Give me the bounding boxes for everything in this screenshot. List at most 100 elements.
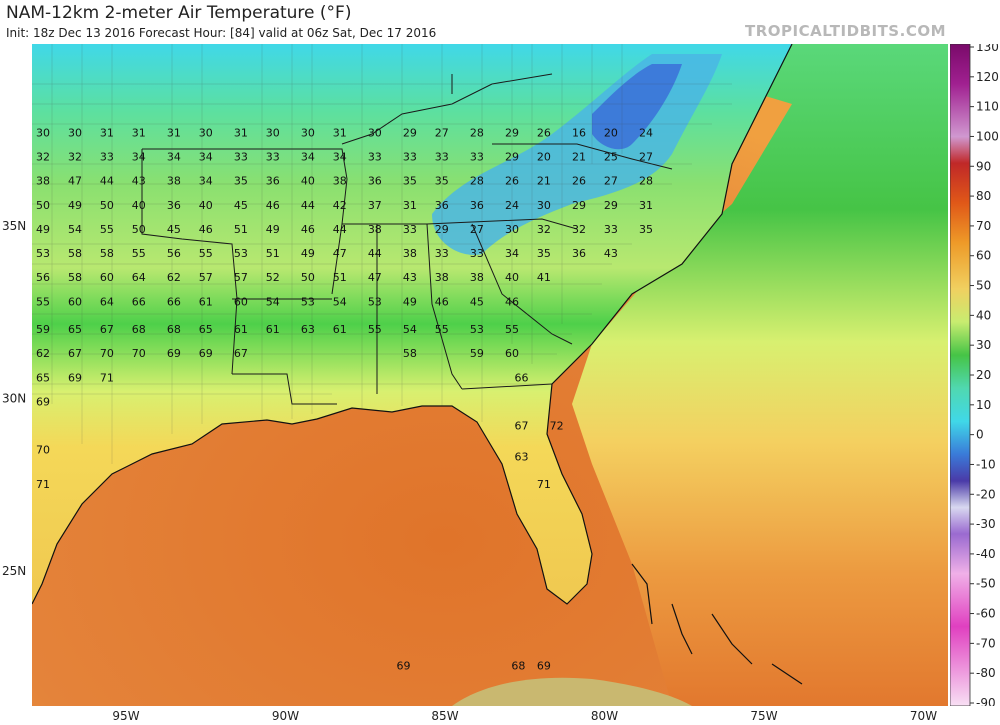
temperature-value: 46 [505,295,519,308]
temperature-value: 53 [234,247,248,260]
temperature-value: 36 [266,175,280,188]
temperature-value: 58 [100,247,114,260]
temperature-value: 71 [100,371,114,384]
temperature-value: 34 [199,150,213,163]
colorbar-tick-label: -10 [976,457,996,471]
temperature-value: 30 [199,126,213,139]
temperature-value: 43 [403,271,417,284]
temperature-value: 49 [301,247,315,260]
temperature-value: 32 [36,150,50,163]
temperature-value: 30 [36,126,50,139]
temperature-value: 37 [368,199,382,212]
temperature-value: 36 [572,247,586,260]
temperature-value: 51 [266,247,280,260]
temperature-value: 56 [167,247,181,260]
temperature-value: 59 [470,347,484,360]
temperature-value: 49 [266,223,280,236]
temperature-value: 30 [68,126,82,139]
colorbar-tick-label: 120 [976,70,999,84]
temperature-value: 38 [403,247,417,260]
temperature-value: 66 [515,371,529,384]
source-credit: TROPICALTIDBITS.COM [745,22,946,40]
chart-title: NAM-12km 2-meter Air Temperature (°F) [6,3,352,23]
colorbar-ticks: 1301201101009080706050403020100-10-20-30… [970,44,999,706]
temperature-value: 40 [301,175,315,188]
temperature-value: 34 [505,247,519,260]
temperature-value: 42 [333,199,347,212]
temperature-value: 65 [199,323,213,336]
temperature-value: 38 [36,175,50,188]
state-borders [141,73,673,405]
colorbar-tick-label: 30 [976,338,991,352]
temperature-value: 33 [266,150,280,163]
temperature-value: 61 [266,323,280,336]
atlantic-ocean [572,44,948,706]
temperature-value: 33 [403,223,417,236]
temperature-value: 63 [515,451,529,464]
temperature-value: 36 [368,175,382,188]
temperature-value: 64 [100,295,114,308]
temperature-value: 67 [234,347,248,360]
temperature-labels: 30 30 31 31 31 30 31 30 30 31 30 29 27 28 29 26 16 20 24 32… [36,126,653,672]
temperature-value: 61 [199,295,213,308]
colorbar-tick-label: 80 [976,189,991,203]
temperature-value: 29 [403,126,417,139]
temperature-value: 46 [266,199,280,212]
temperature-value: 30 [368,126,382,139]
temperature-value: 30 [505,223,519,236]
colorbar-tick-label: 40 [976,308,991,322]
temperature-value: 36 [435,199,449,212]
colorbar-tick-label: -60 [976,607,996,621]
temperature-value: 67 [100,323,114,336]
temperature-value: 38 [470,271,484,284]
temperature-value: 57 [199,271,213,284]
temperature-value: 20 [537,150,551,163]
temperature-value: 54 [403,323,417,336]
temperature-value: 53 [470,323,484,336]
temperature-value: 68 [132,323,146,336]
temperature-value: 30 [266,126,280,139]
colorbar-tick-label: -80 [976,666,996,680]
temperature-value: 51 [333,271,347,284]
temperature-value: 32 [537,223,551,236]
temperature-value: 28 [470,175,484,188]
temperature-value: 46 [435,295,449,308]
temperature-value: 34 [132,150,146,163]
temperature-value: 52 [266,271,280,284]
colorbar-tick-label: -50 [976,577,996,591]
temperature-value: 45 [234,199,248,212]
temperature-value: 50 [301,271,315,284]
temperature-value: 38 [368,223,382,236]
temperature-value: 33 [368,150,382,163]
temperature-value: 61 [234,323,248,336]
temperature-value: 49 [36,223,50,236]
temperature-value: 72 [550,420,564,433]
latitude-label: 25N [2,564,26,578]
temperature-value: 35 [435,175,449,188]
longitude-axis: 95W 90W 85W 80W 75W 70W [112,709,937,723]
temperature-value: 55 [100,223,114,236]
temperature-value: 68 [167,323,181,336]
temperature-value: 30 [537,199,551,212]
temperature-value: 43 [604,247,618,260]
temperature-value: 38 [435,271,449,284]
temperature-value: 33 [234,150,248,163]
temperature-value: 46 [301,223,315,236]
temperature-value: 60 [68,295,82,308]
temperature-value: 44 [100,175,114,188]
temperature-value: 66 [132,295,146,308]
temperature-value: 29 [572,199,586,212]
colorbar-tick-label: 100 [976,129,999,143]
temperature-value: 36 [470,199,484,212]
temperature-value: 40 [199,199,213,212]
temperature-value: 62 [167,271,181,284]
longitude-label: 95W [112,709,139,723]
temperature-value: 34 [301,150,315,163]
temperature-value: 47 [333,247,347,260]
temperature-value: 31 [403,199,417,212]
temperature-value: 71 [537,478,551,491]
temperature-value: 43 [132,175,146,188]
temperature-value: 25 [604,150,618,163]
temperature-value: 29 [435,223,449,236]
temperature-value: 34 [167,150,181,163]
